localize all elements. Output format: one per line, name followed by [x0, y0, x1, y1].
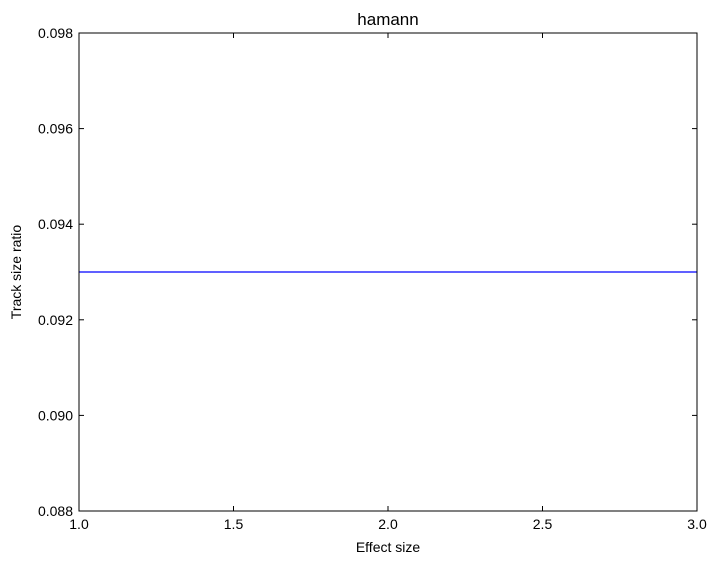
x-tick-label: 2.0: [378, 516, 398, 532]
y-tick-label: 0.094: [38, 216, 73, 232]
x-tick-label: 1.5: [224, 516, 244, 532]
x-axis-label: Effect size: [356, 539, 421, 555]
chart-title: hamann: [357, 10, 418, 29]
x-tick-label: 3.0: [687, 516, 707, 532]
y-tick-label: 0.096: [38, 121, 73, 137]
y-tick-label: 0.088: [38, 503, 73, 519]
y-axis-label: Track size ratio: [8, 225, 24, 320]
y-tick-label: 0.092: [38, 312, 73, 328]
x-axis-ticks: 1.0 1.5 2.0 2.5 3.0: [69, 33, 707, 532]
x-tick-label: 1.0: [69, 516, 89, 532]
x-tick-label: 2.5: [533, 516, 553, 532]
y-axis-ticks: 0.088 0.090 0.092 0.094 0.096 0.098: [38, 25, 697, 519]
y-tick-label: 0.098: [38, 25, 73, 41]
y-tick-label: 0.090: [38, 407, 73, 423]
